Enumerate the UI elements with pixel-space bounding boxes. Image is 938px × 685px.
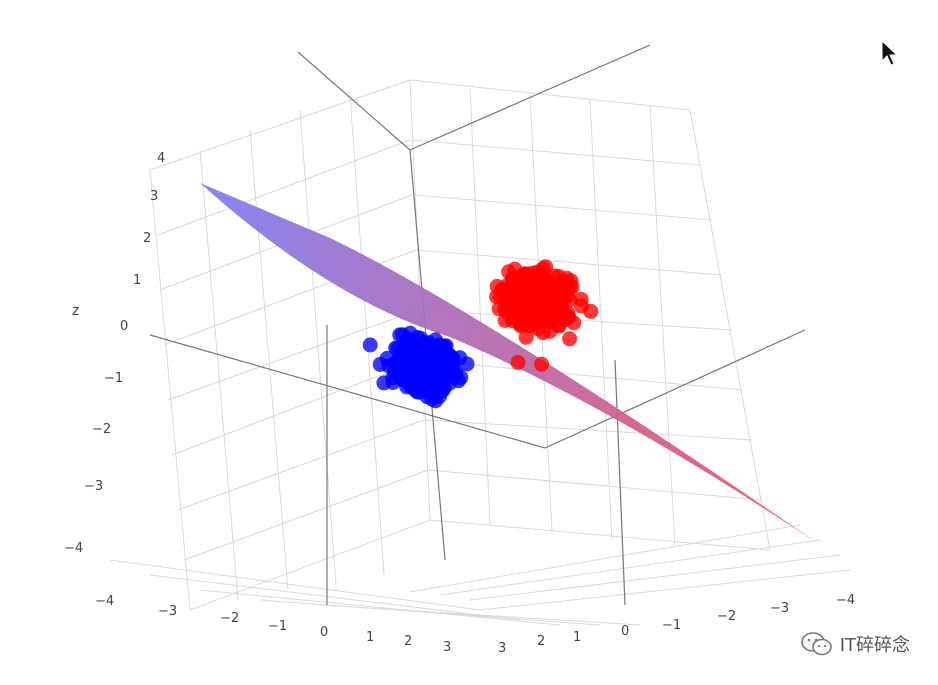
tick-label: 2 bbox=[537, 634, 545, 649]
tick-label: −3 bbox=[84, 479, 103, 494]
mouse-pointer-icon bbox=[881, 40, 899, 66]
tick-label: −2 bbox=[220, 611, 239, 626]
data-point bbox=[510, 355, 526, 370]
tick-label: 2 bbox=[143, 231, 151, 246]
data-point bbox=[518, 329, 534, 345]
tick-label: −2 bbox=[717, 609, 736, 624]
tick-label: 3 bbox=[150, 189, 158, 204]
data-point bbox=[432, 388, 447, 404]
data-point bbox=[418, 336, 434, 352]
data-point bbox=[543, 310, 559, 326]
data-point bbox=[557, 306, 573, 322]
tick-label: 3 bbox=[498, 641, 506, 656]
data-point bbox=[410, 375, 425, 391]
chart-grid bbox=[109, 44, 851, 626]
data-point bbox=[436, 354, 452, 370]
data-point bbox=[517, 266, 533, 282]
data-point bbox=[402, 325, 418, 341]
data-point bbox=[519, 286, 535, 302]
tick-label: 0 bbox=[320, 625, 328, 640]
data-point bbox=[459, 356, 475, 372]
wechat-icon bbox=[800, 632, 832, 656]
series-1 bbox=[489, 259, 599, 372]
plane-surface bbox=[200, 183, 820, 545]
data-point bbox=[534, 356, 550, 372]
data-point bbox=[548, 281, 563, 297]
x-axis-ticks: −4 −3 −2 −1 0 1 2 3 bbox=[95, 594, 451, 655]
data-point bbox=[506, 285, 522, 301]
tick-label: 4 bbox=[157, 151, 165, 166]
tick-label: −4 bbox=[95, 594, 114, 609]
data-point bbox=[505, 272, 521, 288]
tick-label: −1 bbox=[104, 371, 123, 386]
data-point bbox=[492, 288, 508, 304]
z-axis-ticks: 4 3 2 1 0 −1 −2 −3 −4 bbox=[64, 151, 165, 556]
tick-label: 1 bbox=[573, 630, 581, 645]
data-point bbox=[512, 316, 527, 331]
tick-label: 2 bbox=[404, 634, 412, 649]
data-point bbox=[362, 337, 378, 353]
tick-label: −4 bbox=[64, 541, 83, 556]
data-point bbox=[562, 331, 578, 347]
data-point bbox=[420, 376, 436, 392]
tick-label: −2 bbox=[92, 422, 111, 437]
tick-label: −3 bbox=[158, 604, 177, 619]
z-axis-title: z bbox=[72, 303, 79, 319]
tick-label: −1 bbox=[268, 619, 287, 634]
data-point bbox=[522, 298, 538, 314]
watermark-text: IT碎碎念 bbox=[839, 635, 910, 656]
y-axis-ticks: 3 2 1 0 −1 −2 −3 −4 bbox=[498, 593, 855, 656]
tick-label: 3 bbox=[443, 640, 451, 655]
tick-label: −3 bbox=[770, 601, 789, 616]
tick-label: 0 bbox=[621, 624, 629, 639]
tick-label: 1 bbox=[366, 630, 374, 645]
watermark: IT碎碎念 bbox=[800, 631, 910, 657]
separating-plane bbox=[200, 183, 820, 545]
tick-label: −4 bbox=[836, 593, 855, 608]
data-point bbox=[573, 291, 589, 307]
tick-label: −1 bbox=[662, 618, 681, 633]
data-point bbox=[528, 313, 543, 329]
series-2 bbox=[362, 325, 475, 409]
data-point bbox=[491, 301, 507, 317]
data-point bbox=[535, 297, 551, 313]
tick-label: 0 bbox=[120, 319, 128, 334]
scatter-points bbox=[362, 259, 599, 409]
tick-label: 1 bbox=[133, 273, 141, 288]
data-point bbox=[390, 352, 406, 368]
